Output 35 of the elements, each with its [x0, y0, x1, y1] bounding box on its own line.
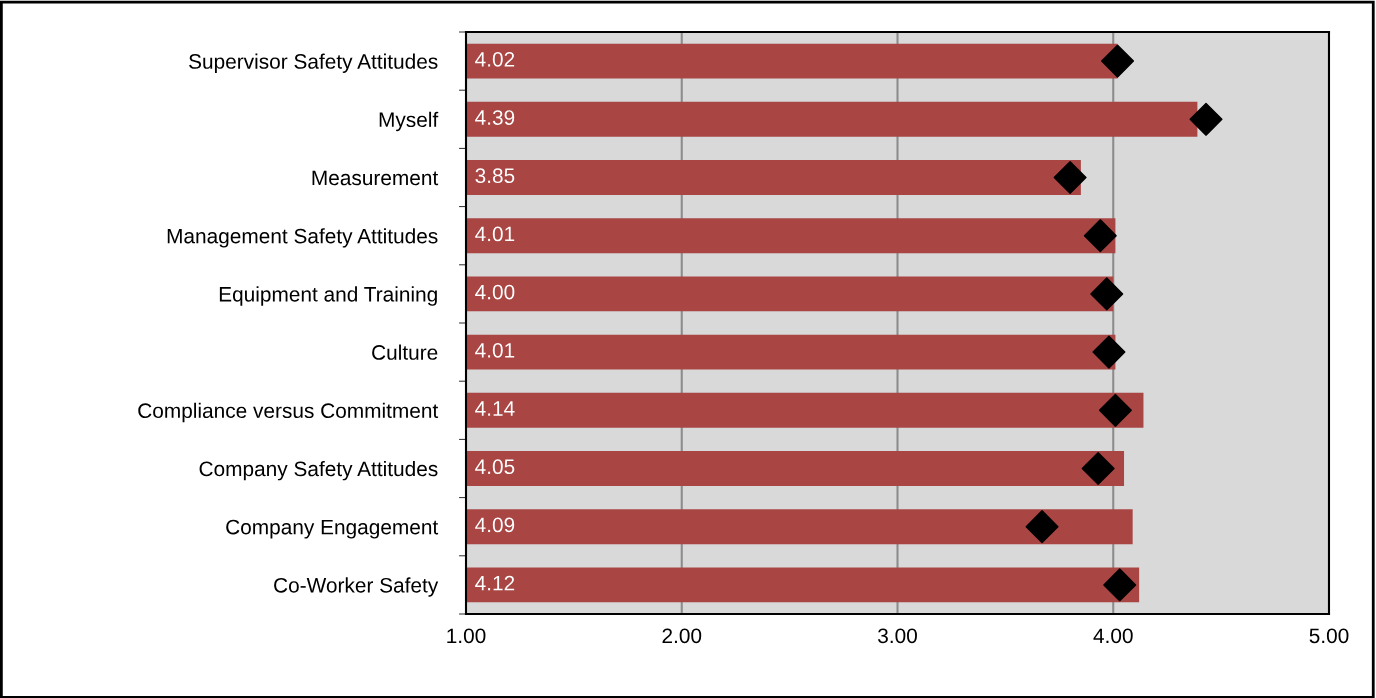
- point: [1083, 219, 1117, 253]
- point: [1189, 102, 1223, 136]
- y-tick-label: Company Engagement: [226, 519, 439, 539]
- x-tick-label: 2.00: [662, 628, 702, 644]
- y-tick-label: Culture: [372, 344, 438, 360]
- data-label: 4.02: [475, 51, 515, 67]
- x-tick-label: 3.00: [878, 628, 917, 644]
- y-tick-label: Myself: [379, 111, 439, 132]
- data-label: 4.09: [475, 517, 515, 533]
- point: [1025, 510, 1059, 544]
- point: [1103, 568, 1137, 602]
- point: [1053, 160, 1087, 195]
- x-tick-label: 5.00: [1309, 628, 1349, 644]
- y-tick-label: Compliance versus Commitment: [138, 402, 439, 423]
- x-tick-label: 4.00: [1093, 628, 1133, 644]
- data-label: 4.01: [475, 226, 515, 242]
- y-tick-label: Company Safety Attitudes: [199, 460, 438, 481]
- data-label: 3.85: [475, 168, 515, 184]
- y-tick-label: Co-Worker Safety: [274, 577, 439, 597]
- data-label: 4.00: [475, 284, 515, 300]
- data-label: 4.12: [475, 575, 515, 591]
- y-tick-label: Measurement: [312, 170, 439, 186]
- y-tick-label: Management Safety Attitudes: [167, 228, 438, 248]
- data-label: 4.01: [475, 342, 515, 358]
- data-label: 4.14: [475, 401, 515, 416]
- point: [1101, 44, 1135, 78]
- point: [1090, 277, 1124, 311]
- point: [1092, 335, 1126, 369]
- data-label: 4.39: [475, 110, 515, 125]
- point: [1081, 451, 1115, 486]
- point: [1098, 393, 1132, 427]
- x-tick-label: 1.00: [447, 628, 486, 644]
- data-label: 4.05: [475, 459, 515, 475]
- y-tick-label: Supervisor Safety Attitudes: [189, 53, 438, 73]
- y-tick-label: Equipment and Training: [219, 286, 437, 306]
